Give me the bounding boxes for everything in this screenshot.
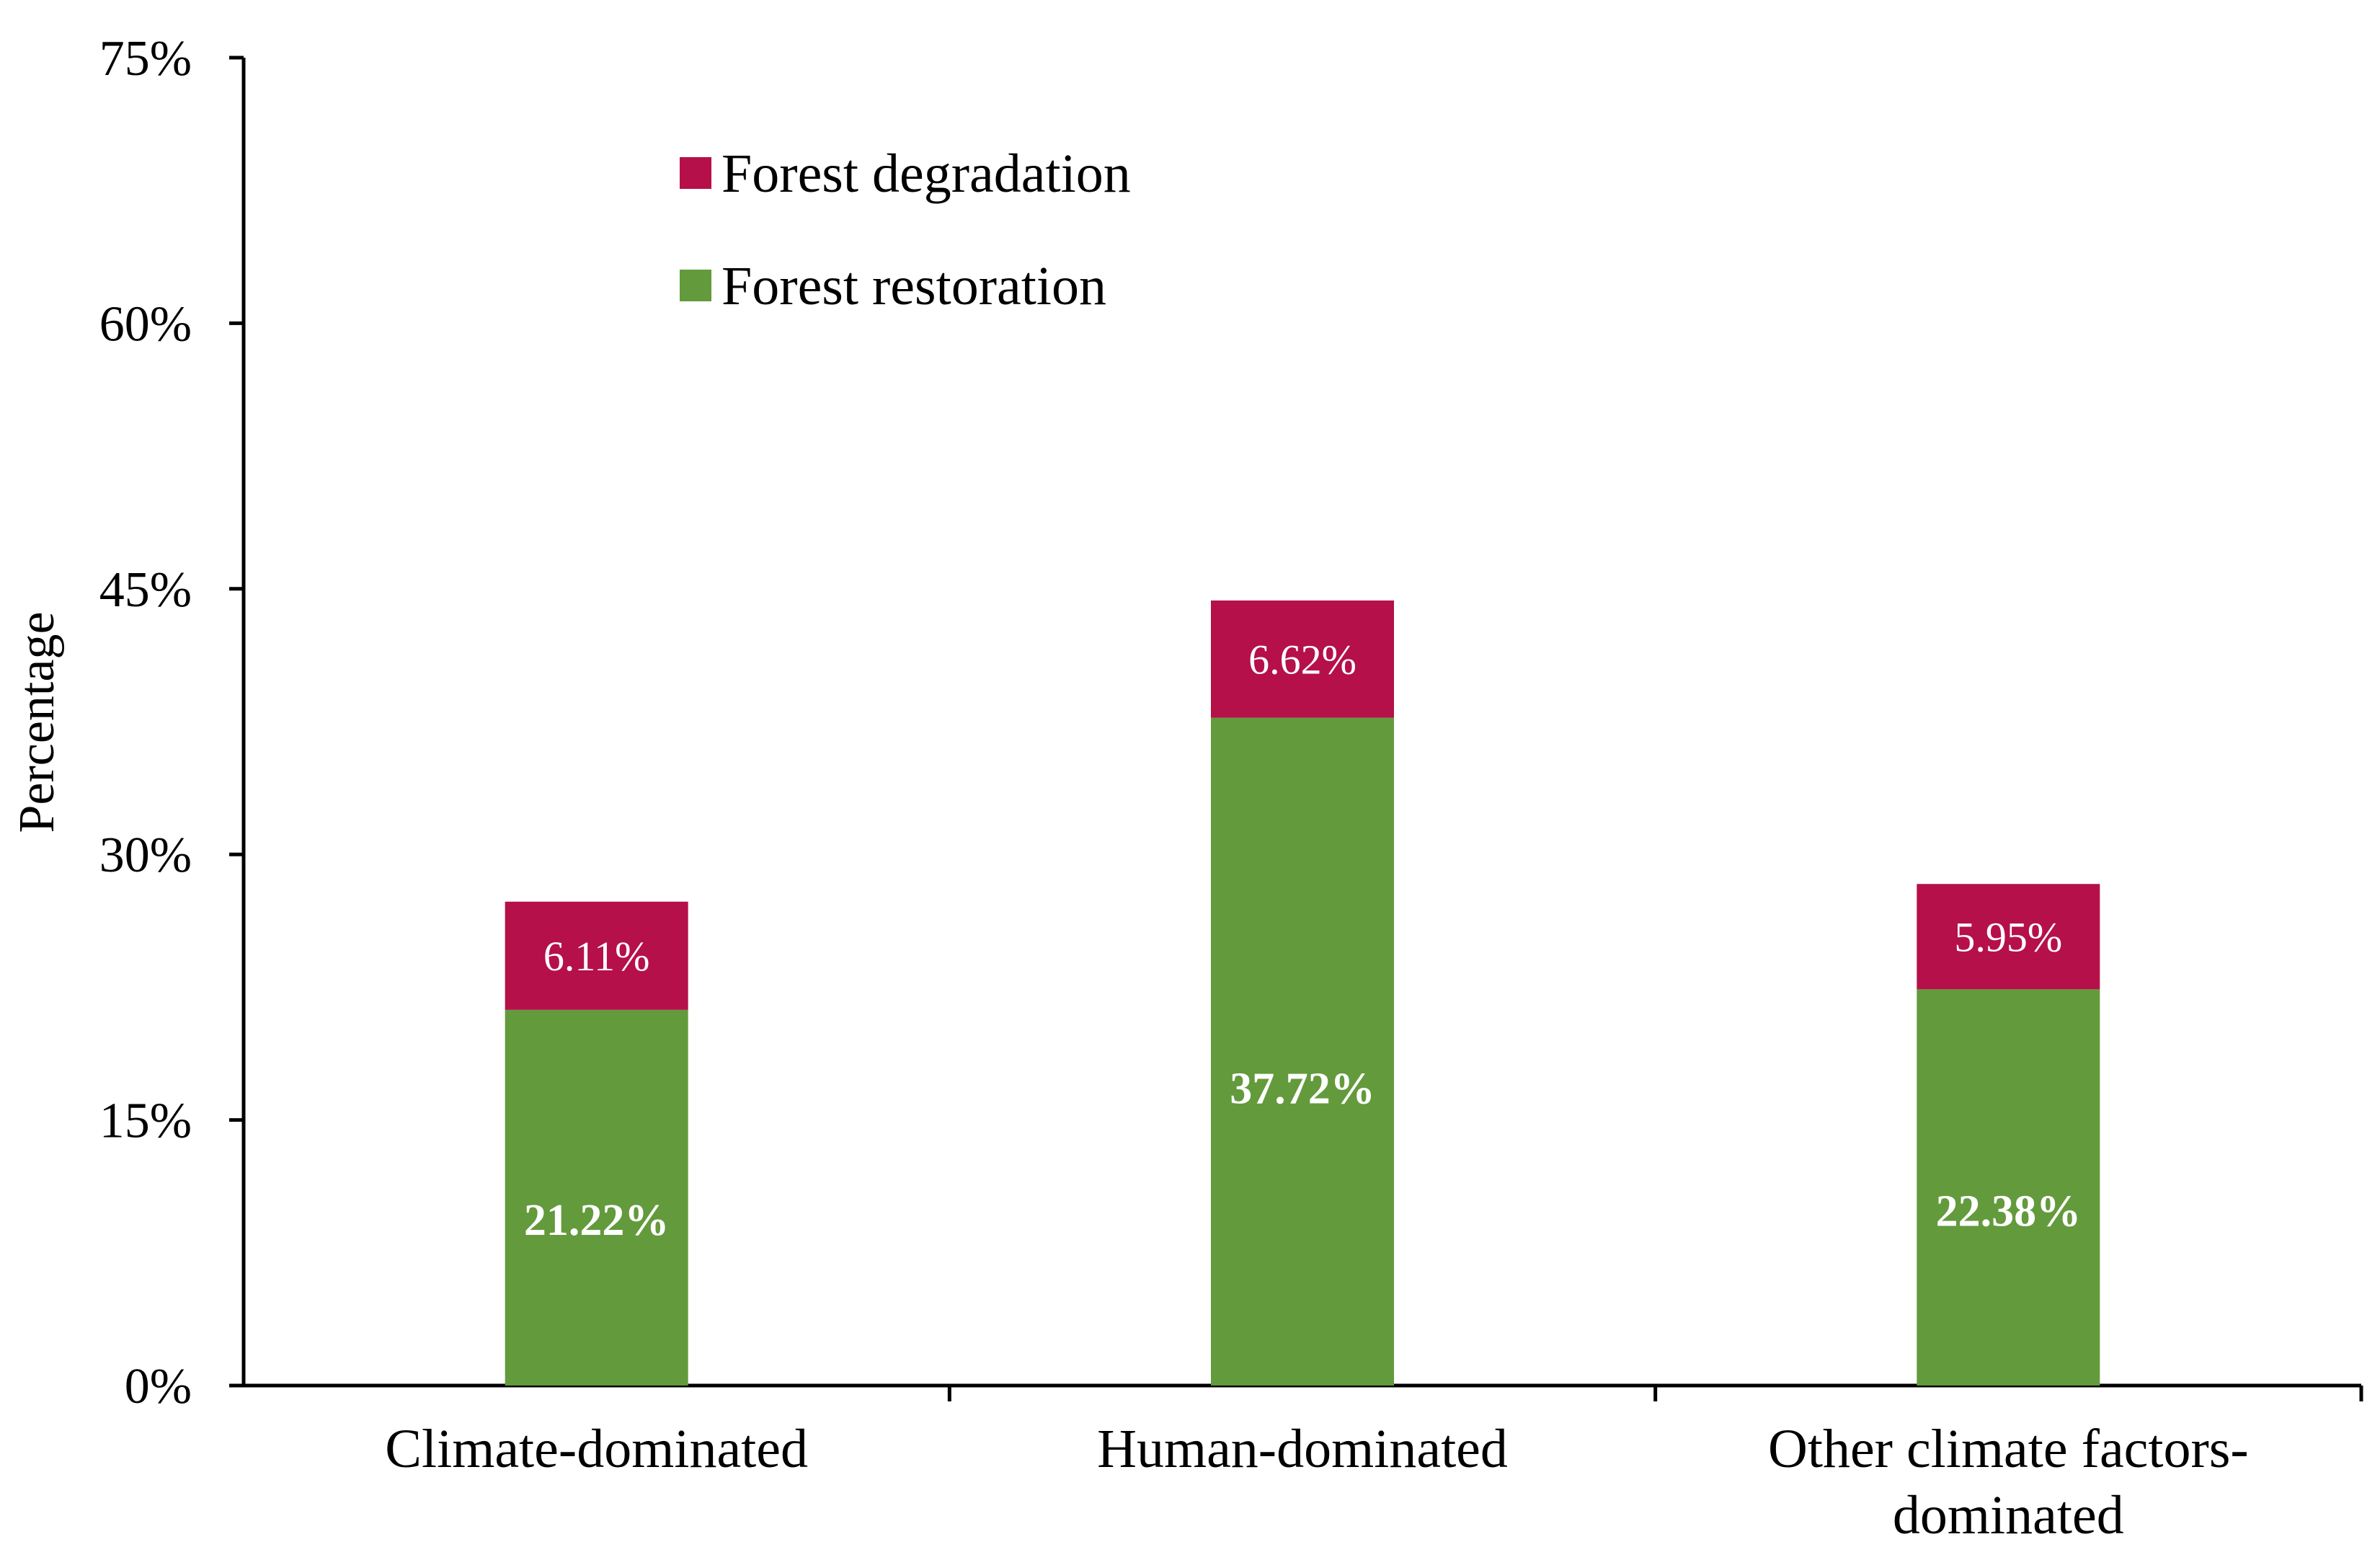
y-tick-label: 60% [99, 296, 192, 352]
x-category-label: Other climate factors-dominated [1768, 1419, 2249, 1546]
y-axis-title: Percentage [9, 611, 65, 833]
y-tick-label: 30% [99, 828, 192, 883]
data-label-restoration: 21.22% [524, 1196, 670, 1245]
x-category-label: Human-dominated [1097, 1419, 1508, 1479]
bar-segment-degradation [1917, 884, 2100, 990]
y-tick-label: 75% [99, 31, 192, 87]
data-label-degradation: 6.62% [1248, 636, 1356, 683]
bar-segment-restoration [1917, 989, 2100, 1386]
y-tick-label: 0% [125, 1359, 192, 1414]
data-label-degradation: 5.95% [1954, 913, 2062, 960]
data-labels: 21.22% 6.11% 37.72% 6.62% 22.38% 5.95% [524, 636, 2081, 1245]
legend-swatch [680, 157, 711, 189]
bar-segment-restoration [505, 1009, 688, 1386]
bars [505, 600, 2100, 1386]
x-category-label: Climate-dominated [385, 1419, 808, 1479]
bar-segment-restoration [1211, 717, 1394, 1386]
data-label-degradation: 6.11% [543, 933, 650, 980]
data-label-restoration: 22.38% [1936, 1187, 2082, 1236]
y-axis: 0% 15% 30% 45% 60% 75% [99, 31, 246, 1414]
legend-label: Forest restoration [721, 256, 1106, 316]
data-label-restoration: 37.72% [1230, 1065, 1375, 1114]
legend-swatch [680, 270, 711, 301]
legend-label: Forest degradation [721, 143, 1131, 204]
y-tick-label: 45% [99, 562, 192, 618]
bar-segment-degradation [505, 901, 688, 1010]
y-tick-label: 15% [99, 1094, 192, 1149]
bar-segment-degradation [1211, 600, 1394, 718]
legend: Forest degradation Forest restoration [680, 143, 1131, 316]
x-axis: Climate-dominated Human-dominated Other cl… [244, 1383, 2363, 1546]
